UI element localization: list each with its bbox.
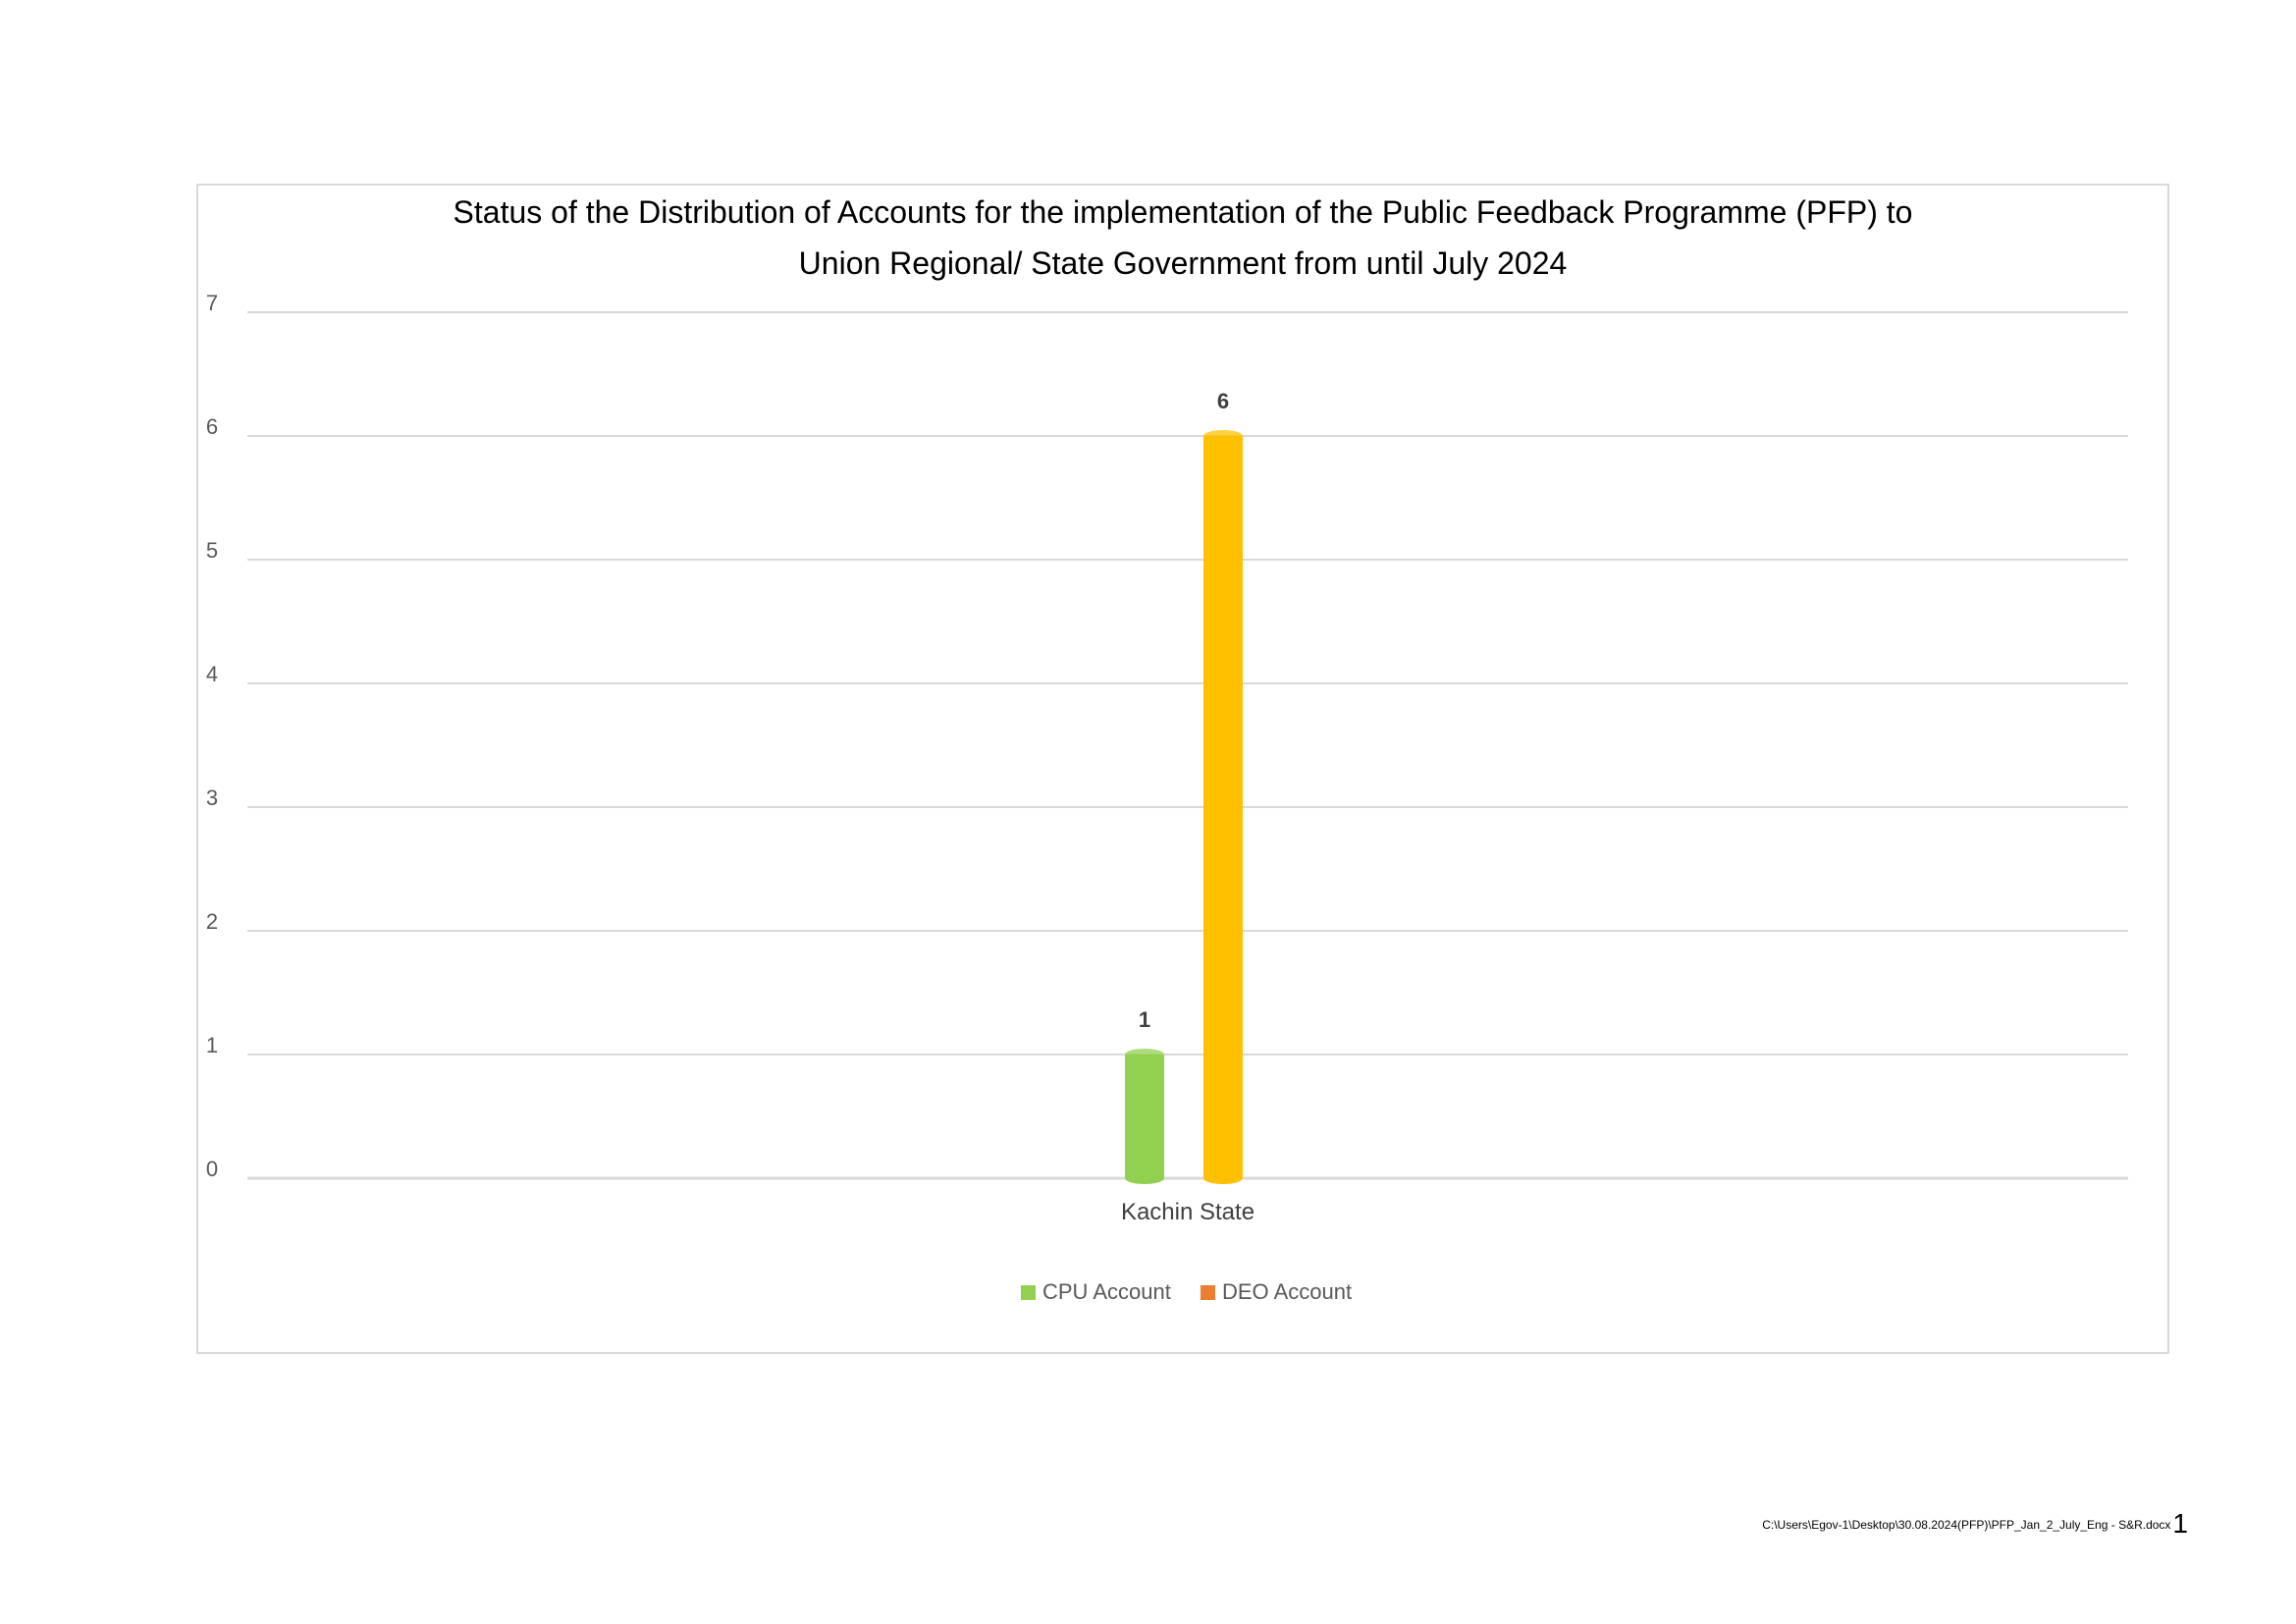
footer: C:\Users\Egov-1\Desktop\30.08.2024(PFP)\… (1762, 1508, 2188, 1540)
chart-frame (196, 184, 2169, 1354)
legend-swatch-2 (1201, 1285, 1215, 1300)
y-tick-label: 7 (206, 291, 218, 315)
bar-base-cap (1125, 1172, 1164, 1184)
y-tick-label: 6 (206, 414, 218, 439)
bar-deo-account (1203, 436, 1243, 1178)
y-tick-label: 2 (206, 909, 218, 934)
chart-title-line-2: Union Regional/ State Government from un… (798, 245, 1568, 281)
y-tick-label: 5 (206, 538, 218, 563)
data-label: 1 (1139, 1007, 1150, 1032)
legend-label-2: DEO Account (1222, 1279, 1352, 1304)
legend-label-1: CPU Account (1042, 1279, 1171, 1304)
bar-top-cap (1125, 1049, 1164, 1060)
legend-swatch-1 (1021, 1285, 1036, 1300)
chart-title-line-1: Status of the Distribution of Accounts f… (453, 194, 1913, 230)
y-tick-label: 1 (206, 1033, 218, 1057)
y-tick-label: 4 (206, 662, 218, 686)
y-tick-label: 3 (206, 785, 218, 810)
footer-file-path: C:\Users\Egov-1\Desktop\30.08.2024(PFP)\… (1762, 1518, 2171, 1532)
bar-cpu-account (1125, 1055, 1164, 1178)
bar-base-cap (1203, 1172, 1243, 1184)
y-tick-label: 0 (206, 1157, 218, 1181)
bar-top-cap (1203, 430, 1243, 442)
data-label: 6 (1217, 389, 1229, 413)
footer-page-number: 1 (2172, 1508, 2188, 1539)
chart-title: Status of the Distribution of Accounts f… (196, 187, 2169, 289)
x-category-label: Kachin State (1121, 1199, 1255, 1225)
